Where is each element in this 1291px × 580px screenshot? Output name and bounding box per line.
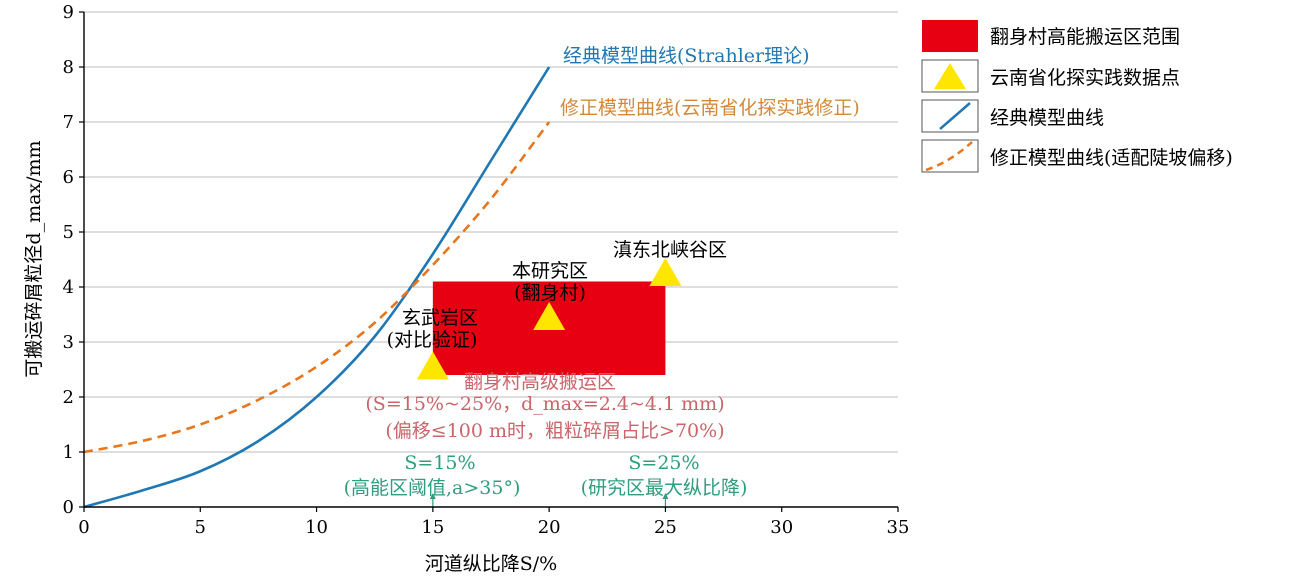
threshold-15-line1: S=15% [404,452,475,474]
classic-curve-label: 经典模型曲线(Strahler理论) [563,45,810,67]
curves [83,66,669,509]
x-tick-label-15: 15 [421,517,444,538]
region-note-3: (偏移≤100 m时，粗粒碎屑占比>70%) [385,420,724,442]
x-tick-label-5: 5 [195,517,206,538]
legend-label-region: 翻身村高能搬运区范围 [990,26,1180,48]
corrected-curve-label: 修正模型曲线(云南省化探实践修正) [560,97,860,119]
threshold-arrow-head-0 [429,493,436,499]
basalt-point-label: 玄武岩区 (对比验证) [387,307,478,351]
y-tick-label-1: 1 [63,442,74,463]
threshold-note-15: S=15% (高能区阈值,a>35°) [344,452,521,499]
x-axis-title: 河道纵比降S/% [425,553,557,575]
y-tick-label-3: 3 [63,332,74,353]
data-points [416,258,682,380]
tick-labels: 0 1 2 3 4 5 6 7 8 9 0 5 10 15 20 25 30 35 [63,2,910,538]
y-tick-label-2: 2 [63,387,74,408]
x-tick-label-30: 30 [770,517,793,538]
legend-swatch-corrected-line [925,141,973,172]
threshold-arrow-head-1 [662,493,669,499]
legend-label-points: 云南省化探实践数据点 [990,67,1180,89]
y-tick-label-5: 5 [63,222,74,243]
series-line-0 [83,66,551,509]
legend-label-corrected: 修正模型曲线(适配陡坡偏移) [990,147,1233,169]
legend-swatch-points-triangle [934,63,966,89]
canyon-point-label: 滇东北峡谷区 [613,239,727,261]
study-point-label: 本研究区 (翻身村) [512,260,588,304]
data-point-1 [533,302,566,330]
y-tick-label-7: 7 [63,112,74,133]
legend-swatch-classic-line [939,102,971,130]
y-tick-label-4: 4 [63,277,74,298]
y-tick-label-9: 9 [63,2,74,23]
axes [83,12,898,508]
data-point-2 [649,258,682,286]
legend: 翻身村高能搬运区范围 云南省化探实践数据点 经典模型曲线 修正模型曲线(适配陡坡… [921,20,1233,173]
x-tick-label-25: 25 [654,517,677,538]
grid-lines [84,11,898,453]
x-tick-label-20: 20 [538,517,561,538]
y-tick-label-6: 6 [63,167,74,188]
threshold-25-line1: S=25% [628,452,699,474]
y-axis-title: 可搬运碎屑粒径d_max/mm [23,140,45,377]
threshold-25-line2: (研究区最大纵比降) [581,477,748,499]
x-tick-label-0: 0 [78,517,89,538]
x-tick-label-35: 35 [887,517,910,538]
legend-label-classic: 经典模型曲线 [990,107,1104,129]
region-note-2: (S=15%~25%，d_max=2.4~4.1 mm) [365,393,724,415]
region-notes: 翻身村高级搬运区 (S=15%~25%，d_max=2.4~4.1 mm) (偏… [365,371,724,442]
data-point-0 [416,351,449,380]
y-tick-label-0: 0 [63,497,74,518]
threshold-15-line2: (高能区阈值,a>35°) [344,477,521,499]
legend-swatch-region [922,20,978,52]
study-label-line1: 本研究区 [512,260,588,282]
x-tick-label-10: 10 [305,517,328,538]
region-note-1: 翻身村高级搬运区 [464,371,616,393]
basalt-label-line2: (对比验证) [387,329,478,351]
y-tick-label-8: 8 [63,57,74,78]
threshold-note-25: S=25% (研究区最大纵比降) [581,452,748,499]
study-label-line2: (翻身村) [514,282,586,304]
basalt-label-line1: 玄武岩区 [402,307,478,329]
